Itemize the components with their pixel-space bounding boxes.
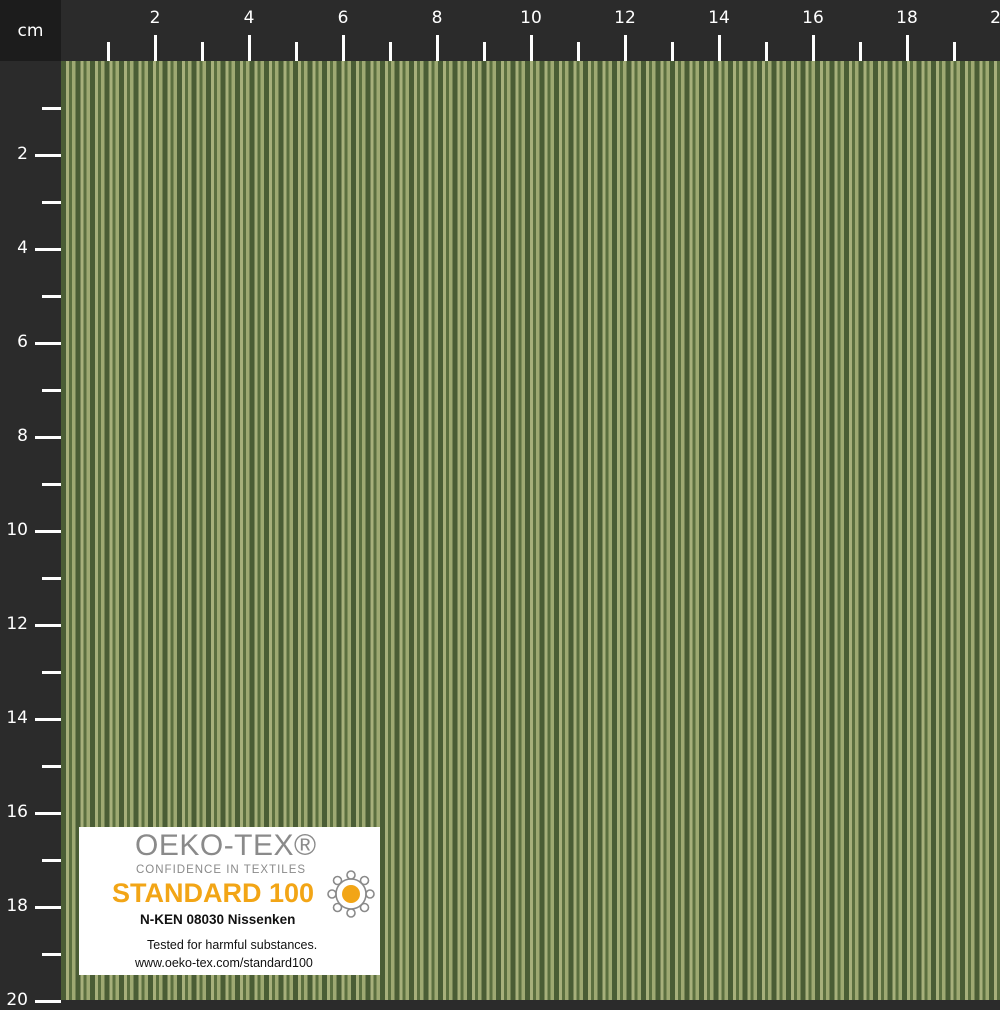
left-ruler-label: 6 xyxy=(0,332,28,352)
unit-label: cm xyxy=(0,0,61,61)
minor-tick xyxy=(42,953,61,956)
top-ruler-label: 18 xyxy=(877,8,937,28)
oeko-tex-label: OEKO-TEX® CONFIDENCE IN TEXTILES STANDAR… xyxy=(79,827,380,975)
major-tick xyxy=(35,248,61,251)
major-tick xyxy=(530,35,533,61)
minor-tick xyxy=(42,295,61,298)
major-tick xyxy=(906,35,909,61)
left-ruler-label: 8 xyxy=(0,426,28,446)
minor-tick xyxy=(42,107,61,110)
top-ruler-label: 12 xyxy=(595,8,655,28)
left-ruler-label: 18 xyxy=(0,896,28,916)
label-tagline: CONFIDENCE IN TEXTILES xyxy=(136,864,306,876)
major-tick xyxy=(35,812,61,815)
minor-tick xyxy=(42,389,61,392)
oeko-tex-flower-icon xyxy=(326,869,376,919)
major-tick xyxy=(35,906,61,909)
major-tick xyxy=(154,35,157,61)
label-url: www.oeko-tex.com/standard100 xyxy=(135,956,313,970)
top-ruler-label: 4 xyxy=(219,8,279,28)
major-tick xyxy=(248,35,251,61)
minor-tick xyxy=(295,42,298,61)
minor-tick xyxy=(42,483,61,486)
minor-tick xyxy=(42,765,61,768)
major-tick xyxy=(436,35,439,61)
left-ruler-label: 16 xyxy=(0,802,28,822)
minor-tick xyxy=(577,42,580,61)
minor-tick xyxy=(42,859,61,862)
major-tick xyxy=(35,624,61,627)
top-ruler-label: 14 xyxy=(689,8,749,28)
major-tick xyxy=(35,342,61,345)
left-ruler-label: 14 xyxy=(0,708,28,728)
minor-tick xyxy=(42,577,61,580)
top-ruler-label: 20 xyxy=(971,8,1000,28)
left-ruler-label: 20 xyxy=(0,990,28,1010)
label-brand: OEKO-TEX® xyxy=(135,829,317,863)
left-ruler-label: 4 xyxy=(0,238,28,258)
minor-tick xyxy=(389,42,392,61)
left-ruler-label: 10 xyxy=(0,520,28,540)
label-standard: STANDARD 100 xyxy=(112,878,314,909)
label-certificate: N-KEN 08030 Nissenken xyxy=(140,912,295,927)
minor-tick xyxy=(42,201,61,204)
minor-tick xyxy=(953,42,956,61)
label-tested: Tested for harmful substances. xyxy=(147,938,317,952)
top-ruler-label: 10 xyxy=(501,8,561,28)
minor-tick xyxy=(483,42,486,61)
major-tick xyxy=(624,35,627,61)
top-ruler-label: 6 xyxy=(313,8,373,28)
major-tick xyxy=(35,436,61,439)
top-ruler-label: 8 xyxy=(407,8,467,28)
major-tick xyxy=(812,35,815,61)
major-tick xyxy=(342,35,345,61)
top-ruler-label: 2 xyxy=(125,8,185,28)
minor-tick xyxy=(201,42,204,61)
major-tick xyxy=(35,530,61,533)
major-tick xyxy=(718,35,721,61)
minor-tick xyxy=(42,671,61,674)
major-tick xyxy=(35,718,61,721)
minor-tick xyxy=(765,42,768,61)
left-ruler-label: 2 xyxy=(0,144,28,164)
top-ruler-label: 16 xyxy=(783,8,843,28)
minor-tick xyxy=(859,42,862,61)
major-tick xyxy=(35,154,61,157)
minor-tick xyxy=(671,42,674,61)
top-ruler: 2 4 6 8 10 12 14 16 18 20 xyxy=(61,0,1000,61)
minor-tick xyxy=(107,42,110,61)
left-ruler-label: 12 xyxy=(0,614,28,634)
